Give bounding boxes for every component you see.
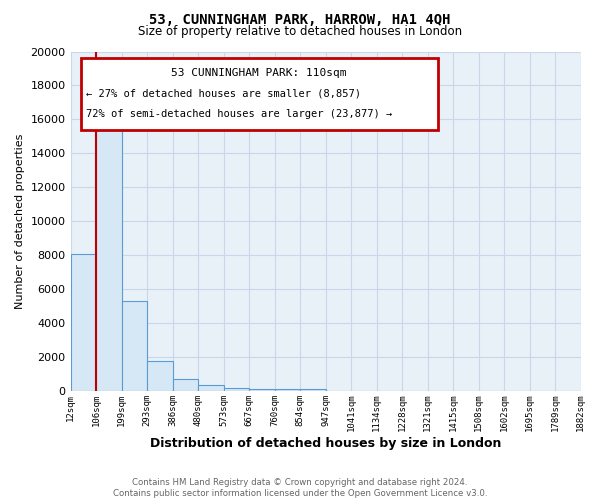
Bar (300, 389, 326, 391)
Text: Size of property relative to detached houses in London: Size of property relative to detached ho… (138, 25, 462, 38)
Bar (81, 58, 438, 130)
Text: Contains HM Land Registry data © Crown copyright and database right 2024.
Contai: Contains HM Land Registry data © Crown c… (113, 478, 487, 498)
Bar (198, 385, 224, 391)
Bar (224, 388, 249, 391)
Y-axis label: Number of detached properties: Number of detached properties (15, 134, 25, 309)
Text: 53 CUNNINGHAM PARK: 110sqm: 53 CUNNINGHAM PARK: 110sqm (172, 68, 347, 78)
Bar (147, 362, 173, 391)
Bar (249, 389, 275, 391)
Text: 53, CUNNINGHAM PARK, HARROW, HA1 4QH: 53, CUNNINGHAM PARK, HARROW, HA1 4QH (149, 12, 451, 26)
Bar (122, 301, 147, 391)
Bar (173, 379, 198, 391)
Text: ← 27% of detached houses are smaller (8,857): ← 27% of detached houses are smaller (8,… (86, 89, 361, 99)
X-axis label: Distribution of detached houses by size in London: Distribution of detached houses by size … (150, 437, 501, 450)
Bar (71, 254, 96, 391)
Bar (275, 390, 300, 391)
Text: 72% of semi-detached houses are larger (23,877) →: 72% of semi-detached houses are larger (… (86, 109, 392, 119)
Bar (96, 111, 122, 391)
